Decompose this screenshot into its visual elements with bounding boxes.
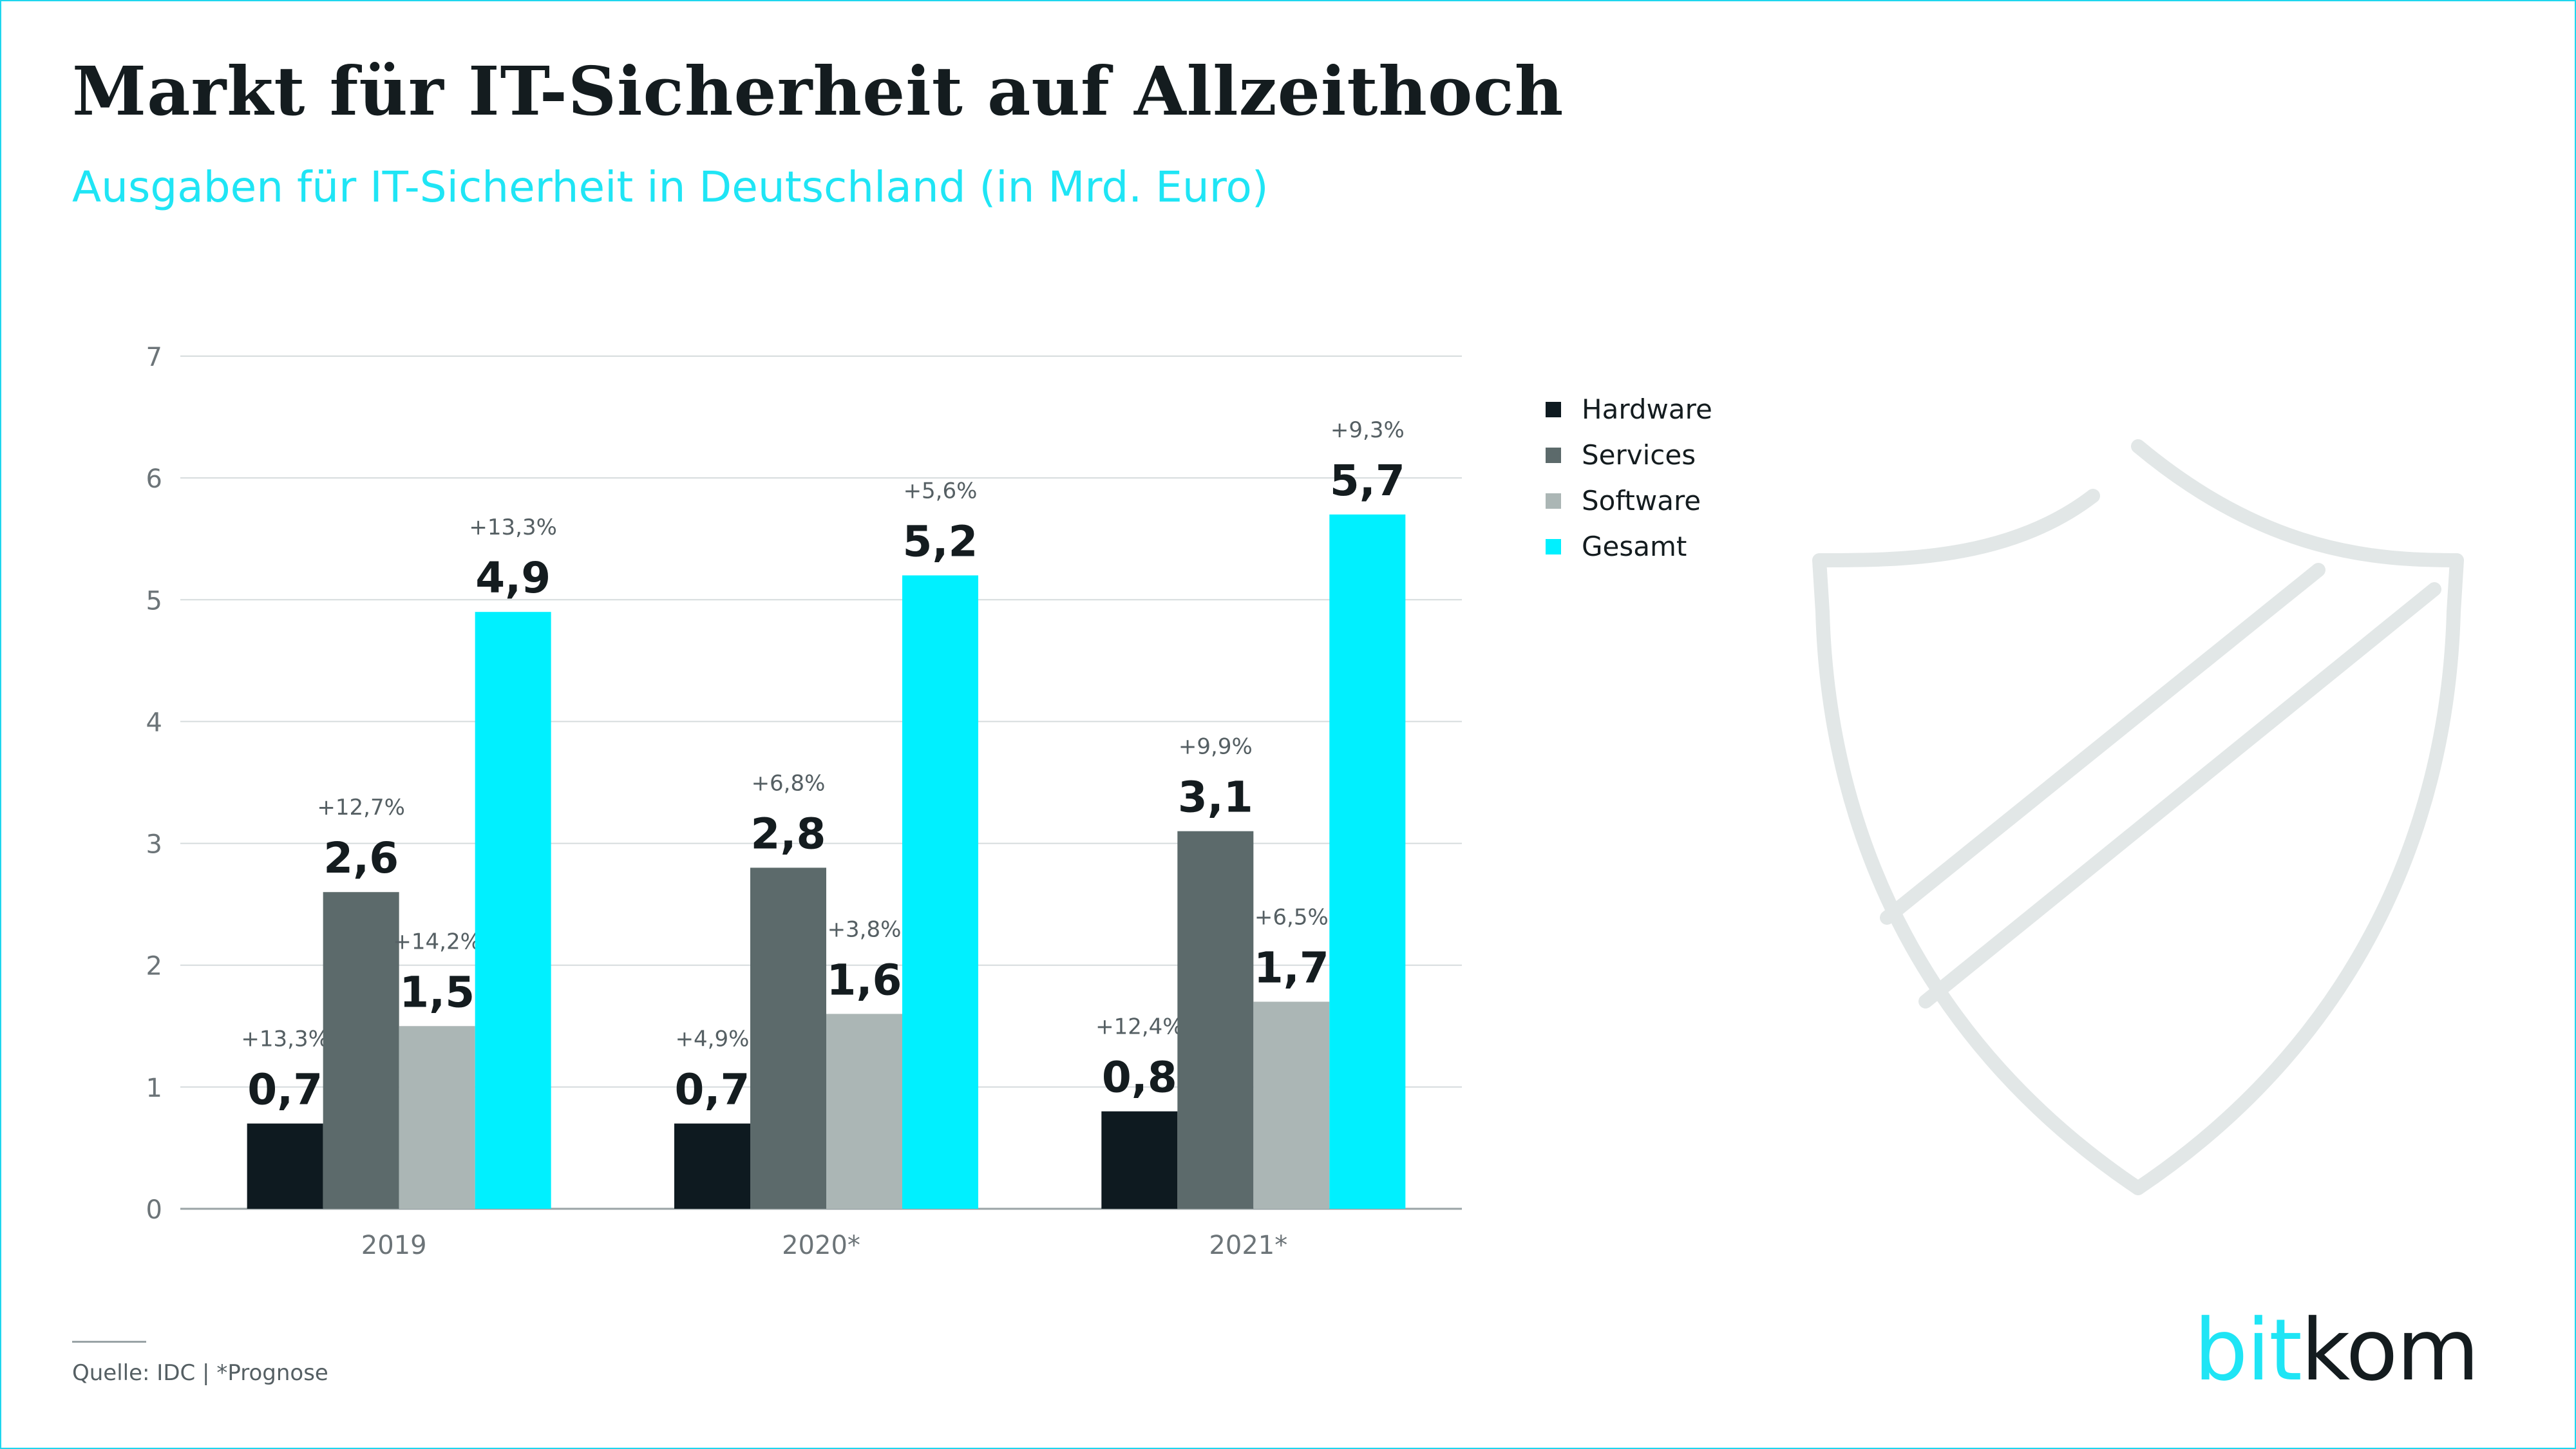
data-label: 2,6 <box>323 833 399 883</box>
footer-rule <box>72 1341 146 1343</box>
data-label: 1,7 <box>1254 943 1329 992</box>
bar-software <box>826 1014 902 1209</box>
legend-item-services: Services <box>1546 432 1712 478</box>
data-label: 3,1 <box>1178 773 1253 822</box>
data-label: 4,9 <box>475 553 551 603</box>
growth-label: +12,4% <box>1095 1014 1184 1040</box>
bar-services <box>750 867 826 1209</box>
legend-swatch <box>1546 447 1561 463</box>
logo-part-kom: kom <box>2300 1301 2479 1400</box>
bar-software <box>399 1026 475 1209</box>
growth-label: +9,3% <box>1331 417 1405 443</box>
data-label: 2,8 <box>751 809 826 858</box>
legend-item-hardware: Hardware <box>1546 386 1712 432</box>
data-label: 0,7 <box>675 1065 750 1115</box>
y-tick-label: 0 <box>146 1195 162 1225</box>
legend-swatch <box>1546 538 1561 554</box>
y-tick-label: 2 <box>146 952 162 981</box>
growth-label: +14,2% <box>393 929 481 954</box>
growth-label: +6,8% <box>752 770 826 796</box>
x-tick-label: 2021* <box>1209 1231 1287 1260</box>
bar-gesamt <box>475 612 551 1209</box>
legend-item-software: Software <box>1546 478 1712 524</box>
legend-label: Software <box>1582 485 1701 516</box>
bar-services <box>323 892 399 1209</box>
shield-icon <box>1812 439 2464 1195</box>
bar-services <box>1177 831 1254 1209</box>
source-note: Quelle: IDC | *Prognose <box>72 1360 328 1386</box>
legend-label: Services <box>1582 439 1696 471</box>
bar-hardware <box>247 1123 323 1209</box>
data-label: 1,6 <box>827 955 902 1005</box>
data-label: 5,2 <box>903 516 978 566</box>
bar-hardware <box>674 1123 750 1209</box>
y-tick-label: 4 <box>146 708 162 737</box>
data-label: 5,7 <box>1330 456 1405 506</box>
data-label: 0,7 <box>247 1065 323 1115</box>
bar-gesamt <box>902 575 978 1209</box>
data-label: 1,5 <box>399 967 475 1017</box>
x-tick-label: 2019 <box>361 1231 427 1260</box>
bar-hardware <box>1101 1111 1178 1209</box>
data-label: 0,8 <box>1102 1053 1177 1103</box>
growth-label: +12,7% <box>317 795 405 820</box>
x-tick-label: 2020* <box>782 1231 860 1260</box>
growth-label: +6,5% <box>1255 904 1329 930</box>
y-tick-label: 7 <box>146 343 162 372</box>
chart-title: Markt für IT-Sicherheit auf Allzeithoch <box>72 52 1564 131</box>
growth-label: +13,3% <box>241 1027 329 1052</box>
y-tick-label: 1 <box>146 1074 162 1103</box>
y-tick-label: 5 <box>146 586 162 616</box>
bitkom-logo: bitkom <box>2193 1301 2479 1400</box>
logo-part-bit: bit <box>2193 1301 2302 1400</box>
growth-label: +13,3% <box>469 515 557 540</box>
legend-swatch <box>1546 493 1561 509</box>
legend-swatch <box>1546 401 1561 417</box>
y-tick-label: 3 <box>146 830 162 860</box>
chart-subtitle: Ausgaben für IT-Sicherheit in Deutschlan… <box>72 162 1269 212</box>
legend-item-gesamt: Gesamt <box>1546 524 1712 569</box>
legend: Hardware Services Software Gesamt <box>1546 386 1712 569</box>
y-tick-label: 6 <box>146 464 162 494</box>
bar-gesamt <box>1329 514 1406 1209</box>
growth-label: +3,8% <box>828 916 902 942</box>
legend-label: Hardware <box>1582 393 1712 425</box>
legend-label: Gesamt <box>1582 531 1687 562</box>
bar-software <box>1253 1001 1330 1209</box>
growth-label: +5,6% <box>904 478 978 504</box>
growth-label: +4,9% <box>676 1027 750 1052</box>
growth-label: +9,9% <box>1179 734 1253 760</box>
